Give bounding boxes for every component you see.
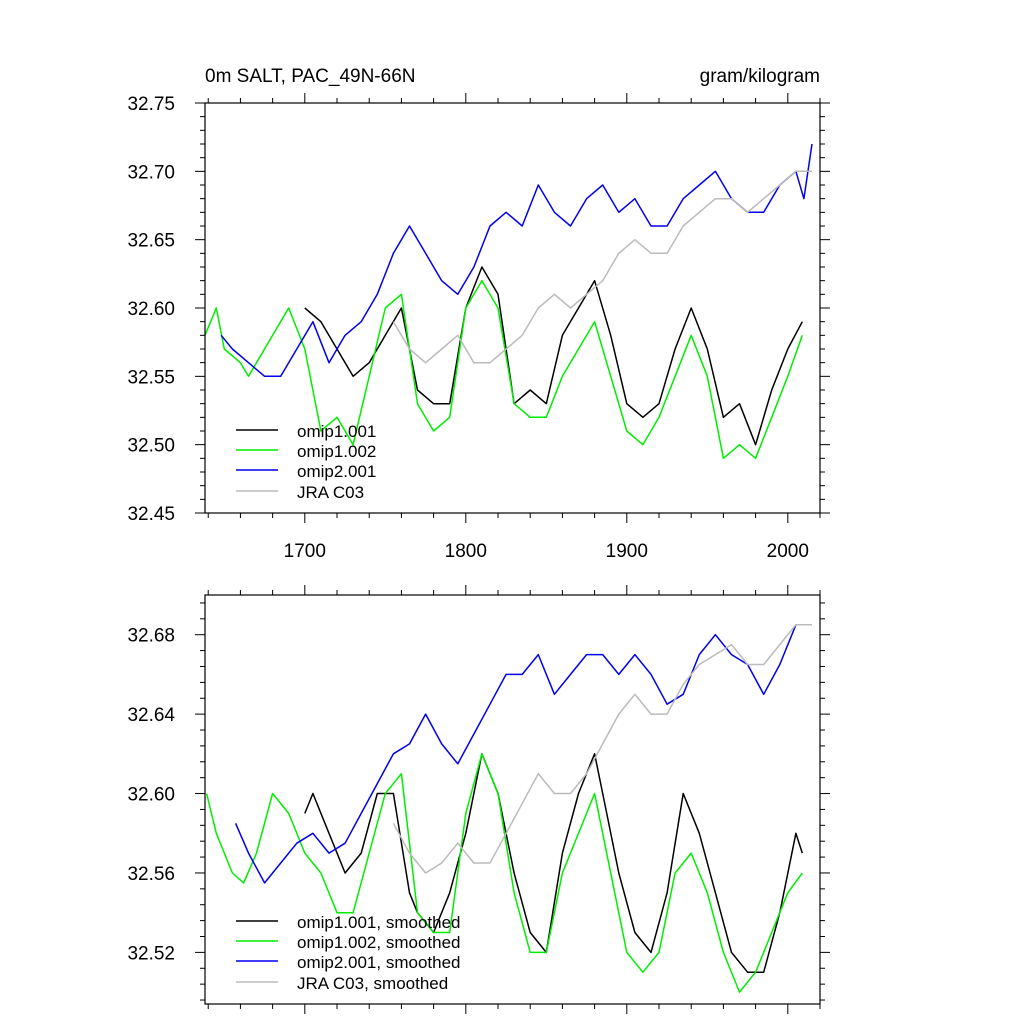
bottom-panel: 32.52 32.56 32.60 32.64 32.68 omip1.001, smo… — [127, 585, 830, 1014]
series-line-omip1-002 — [205, 753, 803, 993]
y-tick-label: 32.64 — [127, 705, 175, 726]
series-line-omip2-001 — [234, 624, 812, 884]
legend-label-jra: JRA C03 — [297, 483, 364, 502]
top-panel-legend: omip1.001 omip1.002 omip2.001 JRA C03 — [236, 422, 376, 502]
y-tick-label: 32.45 — [127, 504, 175, 525]
y-tick-label: 32.60 — [127, 785, 175, 806]
series-line-omip2-001 — [220, 143, 813, 378]
x-tick-label: 2000 — [767, 541, 809, 562]
legend-label-omip1-001: omip1.001 — [297, 422, 376, 441]
y-tick-label: 32.52 — [127, 943, 175, 964]
bottom-panel-legend: omip1.001, smoothed omip1.002, smoothed … — [236, 913, 461, 993]
top-panel: 0m SALT, PAC_49N-66N gram/kilogram 32.45… — [127, 66, 830, 562]
y-tick-label: 32.68 — [127, 626, 175, 647]
series-line-omip1-001 — [304, 266, 803, 446]
y-tick-label: 32.70 — [127, 162, 175, 183]
y-tick-label: 32.50 — [127, 436, 175, 457]
x-tick-label: 1800 — [445, 541, 487, 562]
x-tick-label: 1900 — [606, 541, 648, 562]
bottom-panel-frame — [204, 594, 821, 1005]
y-tick-label: 32.65 — [127, 231, 175, 252]
x-tick-label: 1700 — [284, 541, 326, 562]
y-tick-label: 32.56 — [127, 864, 175, 885]
legend-label-omip1-002: omip1.002 — [297, 442, 376, 461]
top-panel-lines — [204, 143, 813, 460]
legend-label-jra-smoothed: JRA C03, smoothed — [297, 974, 448, 993]
legend-label-omip1-001-smoothed: omip1.001, smoothed — [297, 913, 461, 932]
legend-label-omip2-001: omip2.001 — [297, 462, 376, 481]
top-panel-tick-labels: 32.45 32.50 32.55 32.60 32.65 32.70 32.75 1700 1… — [127, 94, 808, 562]
y-tick-label: 32.60 — [127, 299, 175, 320]
y-tick-label: 32.55 — [127, 367, 175, 388]
bottom-panel-ticks — [195, 585, 830, 1014]
series-line-omip1-002 — [204, 279, 804, 460]
y-tick-label: 32.75 — [127, 94, 175, 115]
series-line-jra — [392, 170, 812, 364]
bottom-panel-tick-labels: 32.52 32.56 32.60 32.64 32.68 — [127, 626, 175, 965]
bottom-panel-lines — [205, 624, 812, 993]
series-line-jra — [392, 624, 812, 874]
legend-label-omip1-002-smoothed: omip1.002, smoothed — [297, 933, 461, 952]
top-panel-units: gram/kilogram — [700, 66, 820, 87]
top-panel-ticks — [195, 93, 830, 523]
top-panel-title: 0m SALT, PAC_49N-66N — [205, 66, 416, 87]
legend-label-omip2-001-smoothed: omip2.001, smoothed — [297, 953, 461, 972]
